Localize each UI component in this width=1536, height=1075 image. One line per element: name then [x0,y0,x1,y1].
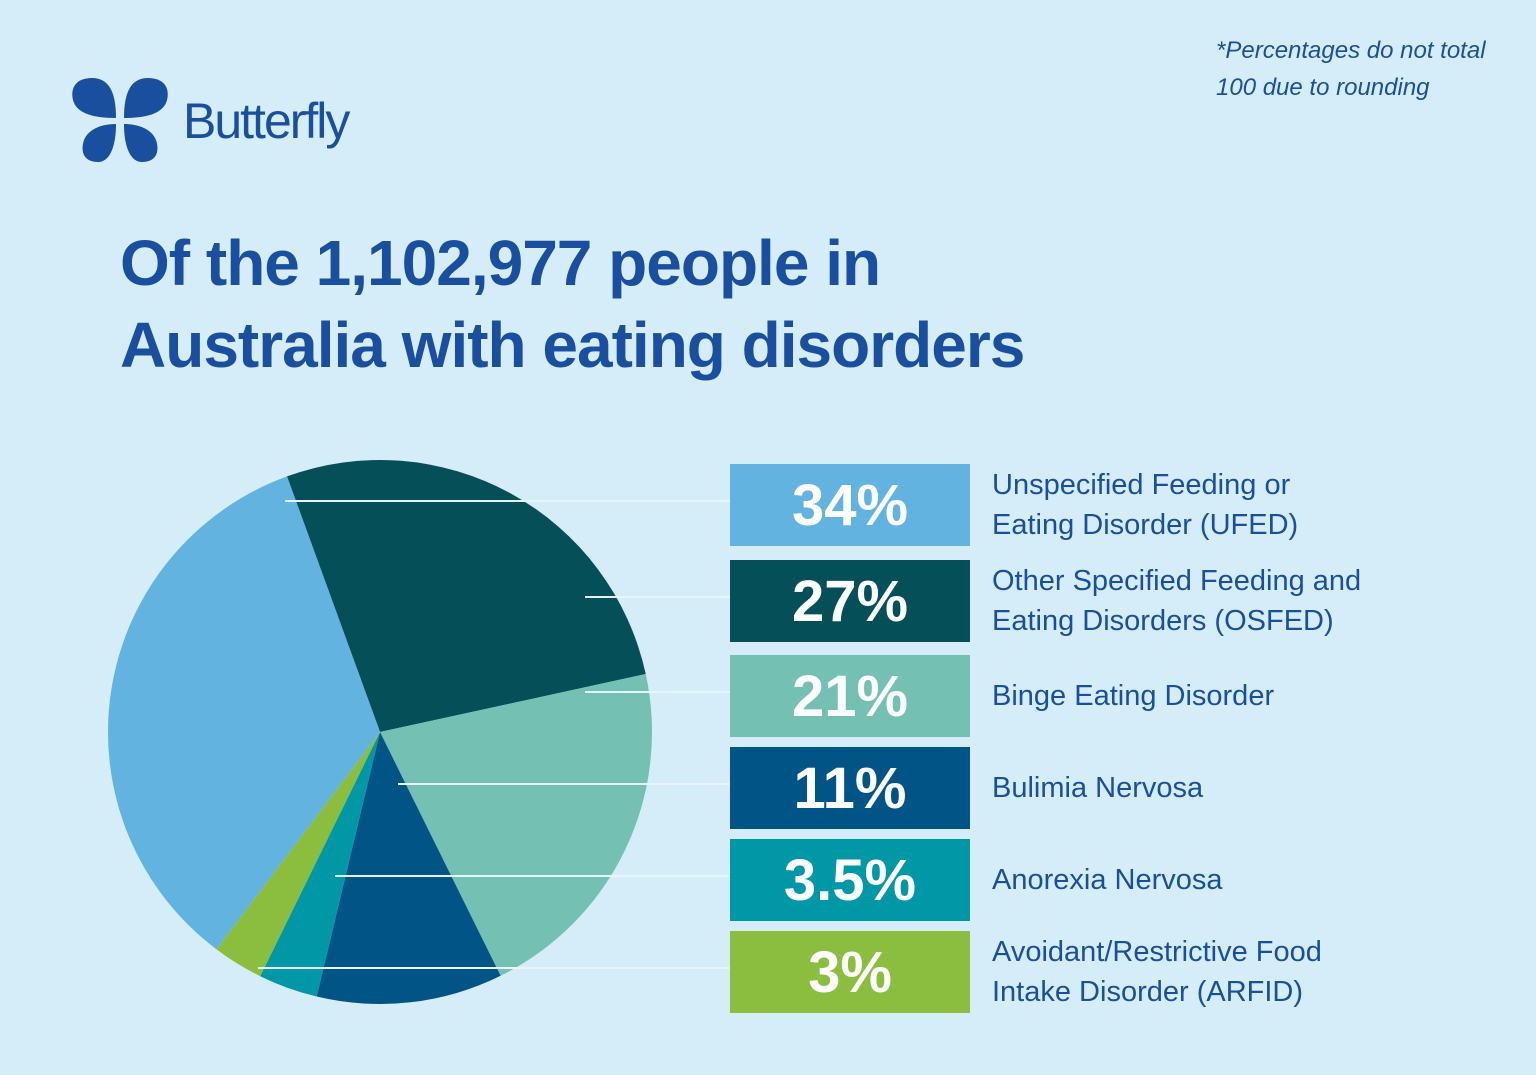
page-title: Of the 1,102,977 people in Australia wit… [120,222,1025,386]
legend-label: Binge Eating Disorder [992,680,1275,712]
rounding-note: *Percentages do not total 100 due to rou… [1216,32,1486,106]
pie-slice [286,459,646,732]
pie-slice [380,674,652,976]
pie-slice [316,732,501,1005]
pie-slice [216,732,380,977]
legend-label: Avoidant/Restrictive Food Intake Disorder… [992,936,1322,1008]
data-label: 27% [730,560,970,642]
title-line: Australia with eating disorders [120,309,1025,381]
data-label: 21% [730,655,970,737]
legend-label: Other Specified Feeding and Eating Disord… [992,565,1362,637]
data-label: 3% [730,931,970,1013]
brand-name: Butterfly [183,93,350,149]
data-label: 3.5% [730,839,970,921]
data-label: 34% [730,464,970,546]
legend-label: Bulimia Nervosa [992,772,1204,804]
legend-label: Anorexia Nervosa [992,864,1223,896]
note-line: *Percentages do not total [1216,37,1486,64]
data-label: 11% [730,747,970,829]
title-line: Of the 1,102,977 people in [120,227,881,299]
butterfly-logo-icon [72,78,168,162]
pie-slice [108,476,380,950]
note-line: 100 due to rounding [1216,74,1430,101]
legend-label: Unspecified Feeding or Eating Disorder (U… [992,469,1299,541]
pie-slice [260,732,380,997]
